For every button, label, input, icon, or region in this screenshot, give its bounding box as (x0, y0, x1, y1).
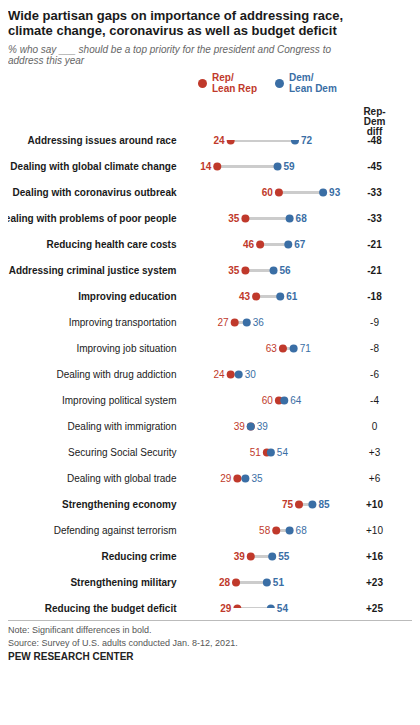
html-text:Source: Survey of U.S. adults: Source: Survey of U.S. adults conducted … (8, 638, 238, 648)
svg-text:Addressing criminal justice sy: Addressing criminal justice system (9, 265, 177, 276)
svg-text:35: 35 (251, 473, 263, 484)
svg-text:72: 72 (301, 135, 313, 146)
svg-text:14: 14 (200, 161, 212, 172)
svg-text:-33: -33 (367, 213, 382, 224)
svg-text:39: 39 (257, 421, 269, 432)
svg-text:Dealing with global trade: Dealing with global trade (67, 473, 177, 484)
svg-text:75: 75 (282, 499, 294, 510)
svg-text:-6: -6 (370, 369, 379, 380)
svg-text:24: 24 (214, 369, 226, 380)
svg-text:Addressing issues around race: Addressing issues around race (28, 135, 177, 146)
svg-text:+16: +16 (366, 551, 383, 562)
svg-text:Improving political system: Improving political system (62, 395, 176, 406)
svg-text:56: 56 (280, 265, 292, 276)
svg-text:-9: -9 (370, 317, 379, 328)
svg-text:Dealing with drug addiction: Dealing with drug addiction (56, 369, 176, 380)
svg-text:54: 54 (277, 447, 289, 458)
svg-text:-8: -8 (370, 343, 379, 354)
svg-text:35: 35 (228, 213, 240, 224)
svg-text:Strengthening economy: Strengthening economy (62, 499, 177, 510)
svg-text:36: 36 (253, 317, 265, 328)
svg-text:0: 0 (372, 421, 378, 432)
svg-text:Improving transportation: Improving transportation (69, 317, 177, 328)
svg-text:Improving job situation: Improving job situation (76, 343, 176, 354)
svg-text:-33: -33 (367, 187, 382, 198)
svg-text:29: 29 (220, 603, 232, 614)
svg-text:35: 35 (228, 265, 240, 276)
svg-text:63: 63 (266, 343, 278, 354)
svg-text:Reducing the budget deficit: Reducing the budget deficit (45, 603, 177, 614)
svg-text:-45: -45 (367, 161, 382, 172)
svg-text:54: 54 (277, 603, 289, 614)
svg-text:-48: -48 (367, 134, 382, 146)
html-text:Rep/ Lean Rep: Rep/ Lean Rep (212, 72, 257, 94)
svg-text:68: 68 (296, 525, 308, 536)
svg-text:Reducing crime: Reducing crime (101, 551, 176, 562)
svg-text:Dealing with coronavirus outbr: Dealing with coronavirus outbreak (13, 187, 177, 198)
svg-text:39: 39 (234, 551, 246, 562)
svg-text:59: 59 (284, 161, 296, 172)
svg-text:27: 27 (218, 317, 230, 328)
svg-text:+6: +6 (369, 473, 381, 484)
svg-text:93: 93 (329, 187, 341, 198)
svg-text:-4: -4 (370, 395, 379, 406)
svg-text:Dealing with global climate ch: Dealing with global climate change (10, 161, 177, 172)
svg-text:51: 51 (273, 577, 285, 588)
svg-text:-18: -18 (367, 291, 382, 302)
svg-text:+10: +10 (366, 525, 383, 536)
svg-text:60: 60 (262, 187, 274, 198)
svg-text:51: 51 (250, 447, 262, 458)
svg-text:28: 28 (219, 577, 231, 588)
html-text:% who say ___ should be a top: % who say ___ should be a top priority f… (8, 44, 331, 66)
svg-text:+3: +3 (369, 447, 381, 458)
svg-text:-21: -21 (367, 239, 382, 250)
svg-text:Defending against terrorism: Defending against terrorism (54, 525, 177, 536)
html-text:PEW RESEARCH CENTER: PEW RESEARCH CENTER (8, 651, 134, 662)
svg-text:29: 29 (220, 473, 232, 484)
svg-text:+25: +25 (366, 603, 383, 614)
svg-text:58: 58 (259, 525, 271, 536)
svg-text:46: 46 (243, 239, 255, 250)
svg-text:Strengthening military: Strengthening military (70, 577, 177, 588)
html-text:Dem/ Lean Dem: Dem/ Lean Dem (289, 72, 337, 94)
svg-text:Improving education: Improving education (78, 291, 176, 302)
html-text:Note: Significant differences: Note: Significant differences in bold. (8, 625, 152, 635)
svg-text:Securing Social Security: Securing Social Security (68, 447, 176, 458)
svg-text:68: 68 (296, 213, 308, 224)
svg-text:60: 60 (262, 395, 274, 406)
svg-text:+23: +23 (366, 577, 383, 588)
svg-text:85: 85 (318, 499, 330, 510)
svg-text:Dealing with immigration: Dealing with immigration (68, 421, 177, 432)
svg-text:43: 43 (239, 291, 251, 302)
svg-text:24: 24 (214, 135, 226, 146)
svg-text:55: 55 (278, 551, 290, 562)
svg-text:Rep-Demdiff: Rep-Demdiff (363, 106, 385, 137)
svg-text:-21: -21 (367, 265, 382, 276)
svg-text:64: 64 (290, 395, 302, 406)
svg-text:67: 67 (294, 239, 306, 250)
svg-text:Dealing with problems of poor: Dealing with problems of poor people (8, 213, 177, 224)
svg-text:30: 30 (245, 369, 257, 380)
svg-text:61: 61 (286, 291, 298, 302)
html-text:Wide partisan gaps on importan: Wide partisan gaps on importance of addr… (8, 8, 344, 38)
svg-text:+10: +10 (366, 499, 383, 510)
svg-text:Reducing health care costs: Reducing health care costs (46, 239, 176, 250)
svg-text:39: 39 (234, 421, 246, 432)
svg-text:71: 71 (300, 343, 312, 354)
